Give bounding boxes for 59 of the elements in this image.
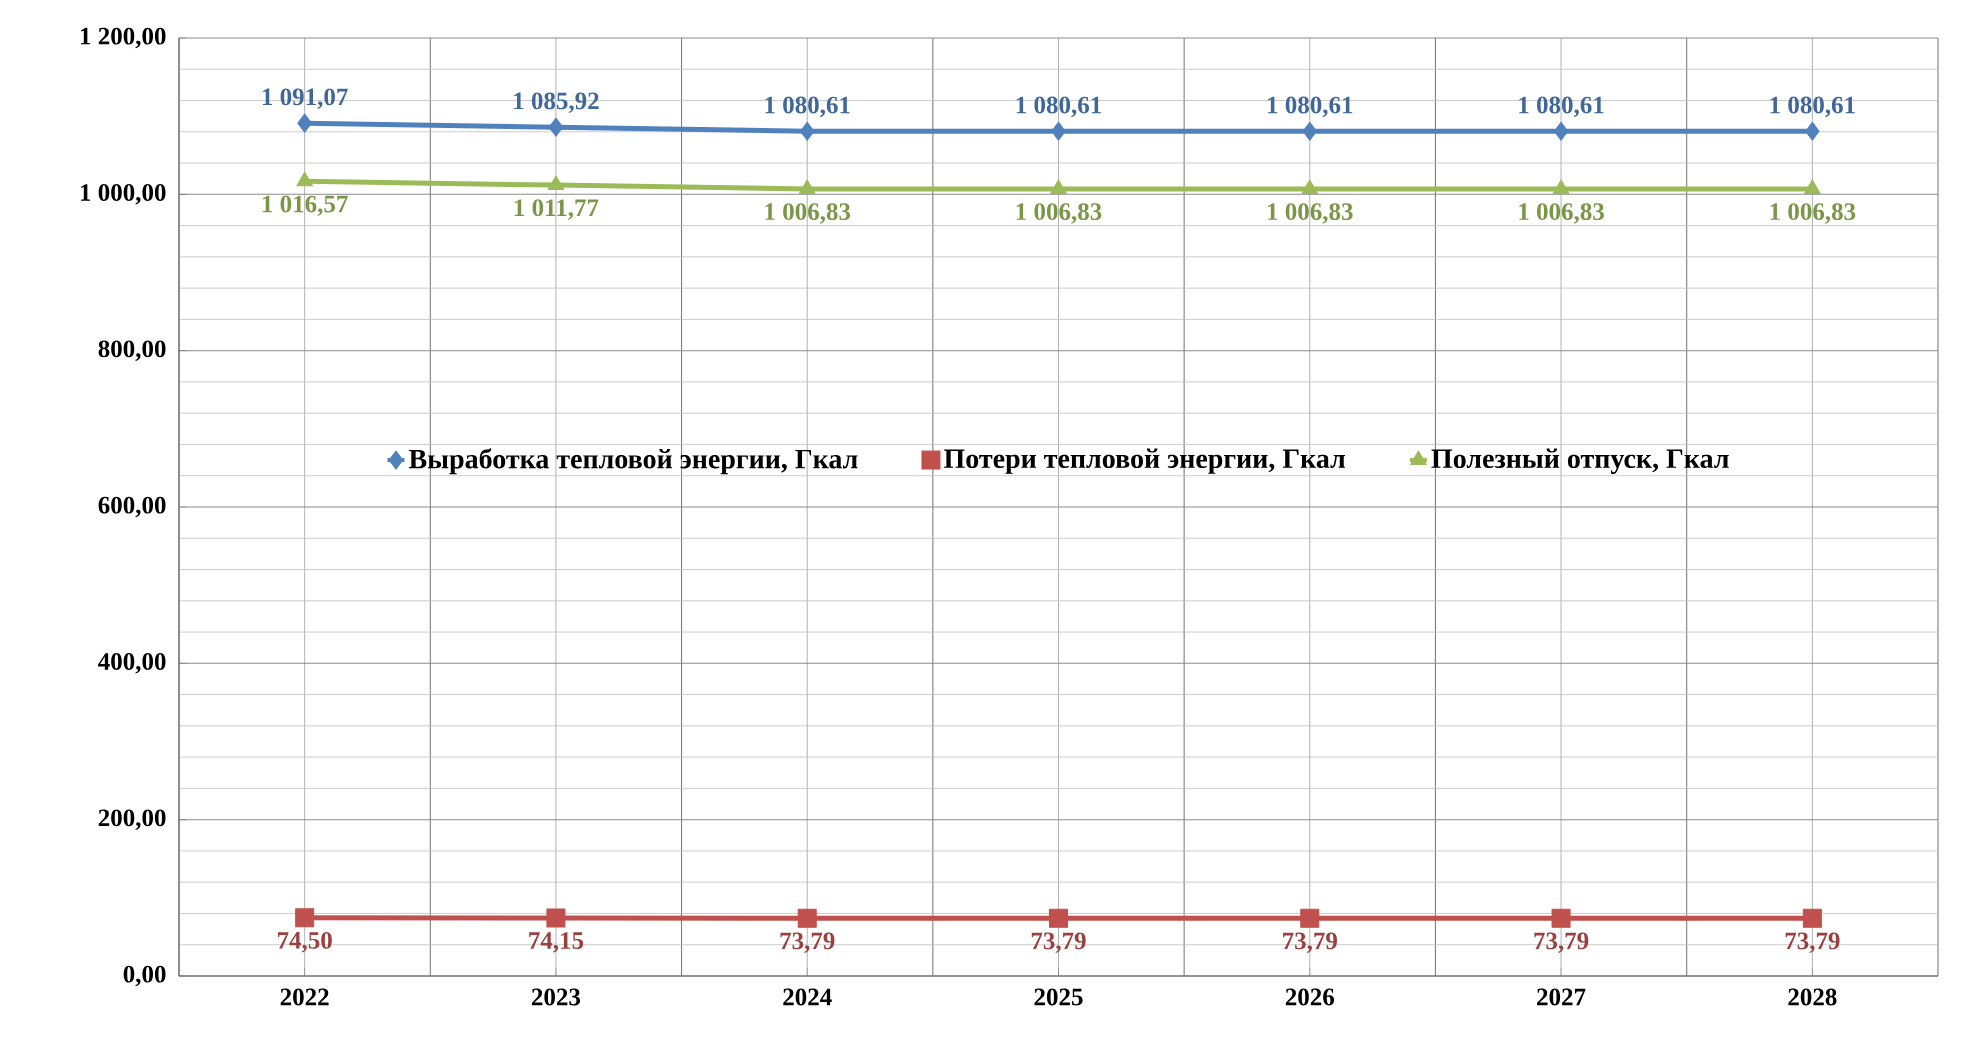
data-label: 73,79 xyxy=(780,932,835,953)
point xyxy=(799,121,815,141)
data-label: 73,79 xyxy=(1534,932,1589,953)
y-tick-label: 800,00 xyxy=(98,340,166,361)
data-label: 1 006,83 xyxy=(1016,203,1102,224)
x-tick-label: 2028 xyxy=(1788,988,1837,1006)
point xyxy=(1049,908,1068,928)
point xyxy=(1551,908,1571,928)
data-label: 1 006,83 xyxy=(1268,203,1353,224)
y-tick-label: 1 000,00 xyxy=(80,184,166,205)
point xyxy=(1553,121,1569,141)
data-label: 1 080,61 xyxy=(765,96,850,118)
x-tick-label: 2023 xyxy=(531,988,581,1006)
data-label: 74,50 xyxy=(277,931,332,953)
point xyxy=(1301,179,1319,194)
point xyxy=(1802,908,1822,928)
point xyxy=(1805,121,1820,141)
x-tick-label: 2026 xyxy=(1285,988,1335,1006)
legend-label: Потери тепловой энергии, Гкал xyxy=(944,448,1346,474)
point xyxy=(797,908,817,928)
y-tick-label: 400,00 xyxy=(98,653,166,674)
data-label: 1 091,07 xyxy=(262,88,348,109)
data-label: 1 080,61 xyxy=(1770,96,1855,118)
legend-label: Полезный отпуск, Гкал xyxy=(1431,448,1729,474)
point xyxy=(296,171,313,187)
point xyxy=(1804,179,1821,194)
x-tick-label: 2024 xyxy=(783,988,832,1006)
data-label: 1 006,83 xyxy=(1770,203,1856,224)
y-tick-label: 600,00 xyxy=(98,496,166,518)
data-label: 1 016,57 xyxy=(262,195,348,217)
point xyxy=(1051,121,1066,141)
x-tick-label: 2025 xyxy=(1034,988,1083,1006)
data-label: 1 080,61 xyxy=(1519,96,1604,118)
point xyxy=(295,908,315,928)
point xyxy=(548,117,564,137)
data-label: 1 006,83 xyxy=(765,203,851,224)
point xyxy=(798,179,816,194)
x-tick-label: 2027 xyxy=(1537,988,1586,1006)
legend-label: Выработка тепловой энергии, Гкал xyxy=(408,448,858,475)
data-label: 73,79 xyxy=(1785,932,1840,953)
data-label: 73,79 xyxy=(1031,932,1086,953)
y-tick-label: 200,00 xyxy=(98,809,166,830)
point xyxy=(297,113,312,133)
data-label: 1 085,92 xyxy=(514,92,599,113)
point xyxy=(547,175,565,191)
point xyxy=(1050,179,1067,194)
data-label: 1 006,83 xyxy=(1519,203,1604,224)
x-tick-label: 2022 xyxy=(280,988,329,1006)
data-label: 1 011,77 xyxy=(514,199,599,220)
data-label: 1 080,61 xyxy=(1268,96,1353,118)
point xyxy=(546,908,566,928)
data-label: 1 080,61 xyxy=(1016,96,1101,118)
point xyxy=(1300,908,1320,928)
data-label: 73,79 xyxy=(1283,932,1337,953)
data-label: 74,15 xyxy=(529,932,584,953)
point xyxy=(1302,121,1318,141)
point xyxy=(1552,179,1570,194)
y-tick-label: 0,00 xyxy=(123,965,166,987)
y-tick-label: 1 200,00 xyxy=(80,27,166,49)
